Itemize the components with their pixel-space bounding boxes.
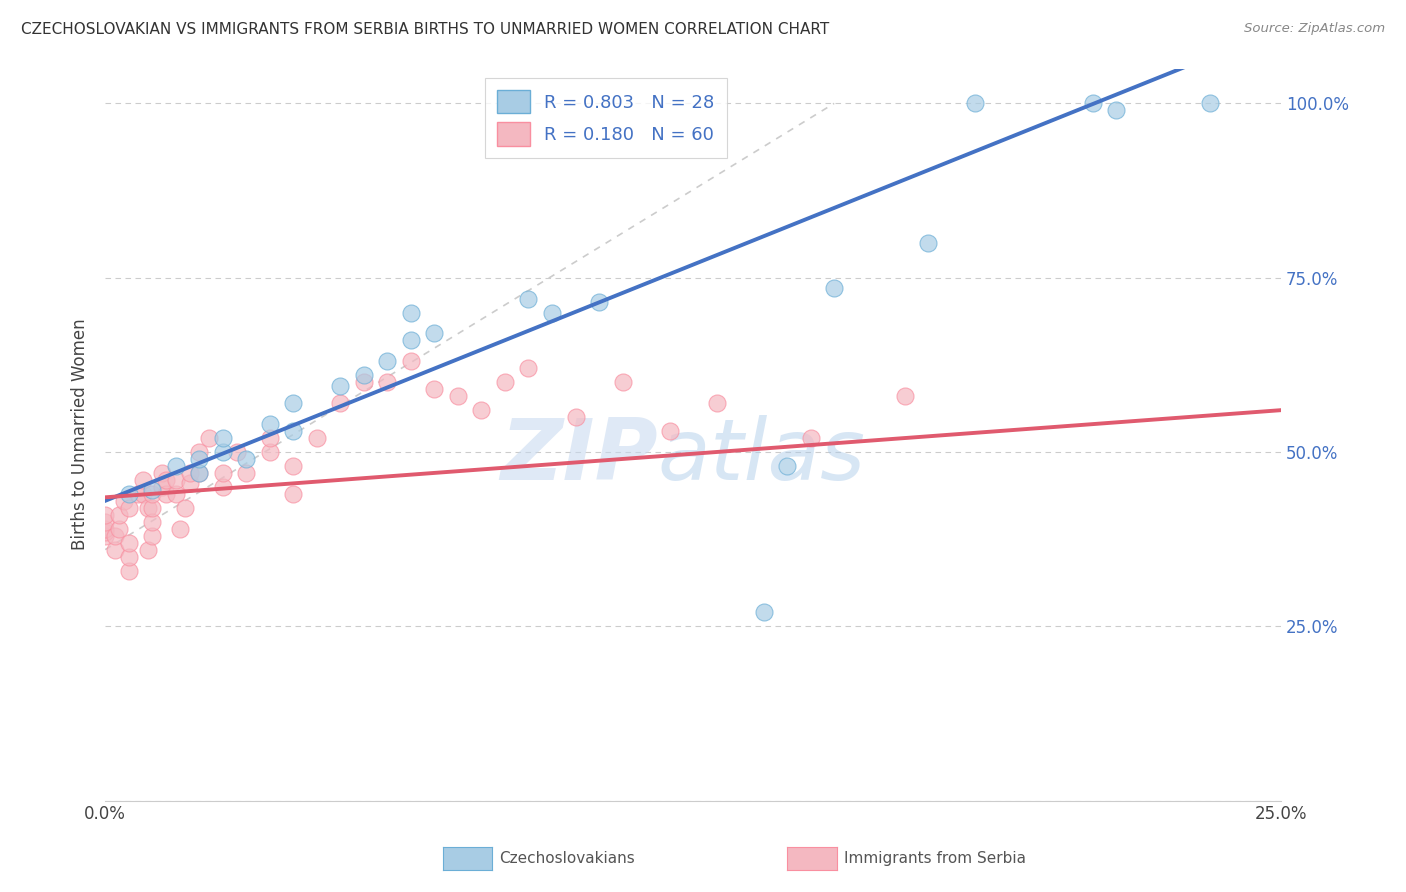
Point: [155, 473, 177, 487]
Point: [283, 458, 305, 473]
Point: [211, 480, 233, 494]
Point: [823, 281, 845, 295]
Point: [94, 525, 117, 540]
Point: [329, 396, 352, 410]
Point: [541, 305, 564, 319]
Point: [165, 458, 187, 473]
Point: [127, 487, 149, 501]
Point: [353, 376, 375, 390]
Point: [423, 382, 446, 396]
Point: [118, 500, 141, 515]
Point: [150, 466, 173, 480]
Point: [118, 549, 141, 564]
Point: [179, 476, 201, 491]
Point: [965, 96, 987, 111]
Point: [399, 334, 422, 348]
Point: [706, 396, 728, 410]
Point: [136, 542, 159, 557]
Point: [165, 473, 187, 487]
Point: [211, 431, 233, 445]
Point: [470, 403, 492, 417]
Point: [94, 529, 117, 543]
Point: [169, 522, 191, 536]
Point: [211, 445, 233, 459]
Point: [225, 445, 247, 459]
Text: Czechoslovakians: Czechoslovakians: [499, 852, 636, 866]
Point: [108, 522, 131, 536]
Point: [188, 466, 211, 480]
Point: [658, 424, 681, 438]
Text: Source: ZipAtlas.com: Source: ZipAtlas.com: [1244, 22, 1385, 36]
Point: [447, 389, 470, 403]
Point: [423, 326, 446, 341]
Y-axis label: Births to Unmarried Women: Births to Unmarried Women: [72, 318, 89, 550]
Point: [132, 487, 155, 501]
Point: [211, 466, 233, 480]
Point: [104, 542, 127, 557]
Point: [94, 515, 117, 529]
Point: [188, 466, 211, 480]
Point: [399, 354, 422, 368]
Point: [329, 378, 352, 392]
Text: CZECHOSLOVAKIAN VS IMMIGRANTS FROM SERBIA BIRTHS TO UNMARRIED WOMEN CORRELATION : CZECHOSLOVAKIAN VS IMMIGRANTS FROM SERBI…: [21, 22, 830, 37]
Point: [188, 445, 211, 459]
Point: [141, 515, 163, 529]
Point: [305, 431, 328, 445]
Point: [150, 480, 173, 494]
Point: [179, 466, 201, 480]
Point: [94, 522, 117, 536]
Point: [174, 500, 197, 515]
Point: [377, 376, 399, 390]
Point: [283, 396, 305, 410]
Point: [893, 389, 915, 403]
Point: [752, 606, 775, 620]
Point: [1199, 96, 1222, 111]
Point: [112, 493, 135, 508]
Point: [118, 487, 141, 501]
Legend: R = 0.803   N = 28, R = 0.180   N = 60: R = 0.803 N = 28, R = 0.180 N = 60: [485, 78, 727, 158]
Point: [259, 417, 281, 431]
Point: [132, 473, 155, 487]
Point: [259, 445, 281, 459]
Point: [517, 292, 540, 306]
Point: [283, 487, 305, 501]
Point: [494, 376, 516, 390]
Point: [612, 376, 634, 390]
Point: [118, 535, 141, 549]
Point: [165, 487, 187, 501]
Point: [141, 483, 163, 498]
Point: [1105, 103, 1128, 118]
Point: [197, 431, 219, 445]
Point: [235, 452, 257, 467]
Point: [917, 235, 939, 250]
Text: Immigrants from Serbia: Immigrants from Serbia: [844, 852, 1025, 866]
Point: [118, 564, 141, 578]
Point: [377, 354, 399, 368]
Point: [800, 431, 823, 445]
Text: atlas: atlas: [658, 415, 866, 498]
Point: [353, 368, 375, 383]
Point: [108, 508, 131, 522]
Point: [399, 305, 422, 319]
Point: [259, 431, 281, 445]
Point: [517, 361, 540, 376]
Point: [136, 500, 159, 515]
Point: [94, 508, 117, 522]
Point: [155, 487, 177, 501]
Point: [235, 466, 257, 480]
Point: [188, 452, 211, 467]
Text: ZIP: ZIP: [501, 415, 658, 498]
Point: [776, 458, 799, 473]
Point: [1081, 96, 1104, 111]
Point: [283, 424, 305, 438]
Point: [104, 529, 127, 543]
Point: [141, 529, 163, 543]
Point: [564, 410, 586, 425]
Point: [141, 500, 163, 515]
Point: [588, 295, 610, 310]
Point: [141, 487, 163, 501]
